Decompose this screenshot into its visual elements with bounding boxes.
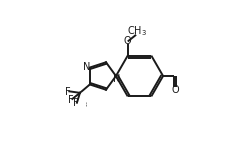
- Text: F: F: [68, 95, 74, 105]
- Text: O: O: [171, 85, 179, 95]
- Text: O: O: [124, 36, 132, 46]
- Text: F: F: [65, 87, 71, 97]
- Text: N: N: [113, 74, 120, 84]
- Text: F: F: [73, 98, 78, 109]
- Text: N: N: [83, 62, 91, 72]
- Text: CH$_3$: CH$_3$: [127, 24, 147, 38]
- Bar: [66, 93, 84, 111]
- Text: CF$_3$: CF$_3$: [70, 97, 88, 111]
